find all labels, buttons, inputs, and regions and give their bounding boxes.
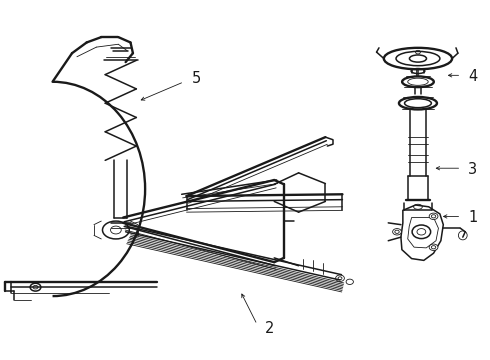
Ellipse shape [392, 229, 401, 235]
Text: 5: 5 [192, 71, 201, 86]
Text: 2: 2 [265, 321, 274, 336]
Text: 4: 4 [468, 69, 477, 84]
Text: 1: 1 [468, 210, 477, 225]
Ellipse shape [429, 244, 438, 251]
Text: 3: 3 [468, 162, 477, 177]
Ellipse shape [429, 213, 438, 220]
